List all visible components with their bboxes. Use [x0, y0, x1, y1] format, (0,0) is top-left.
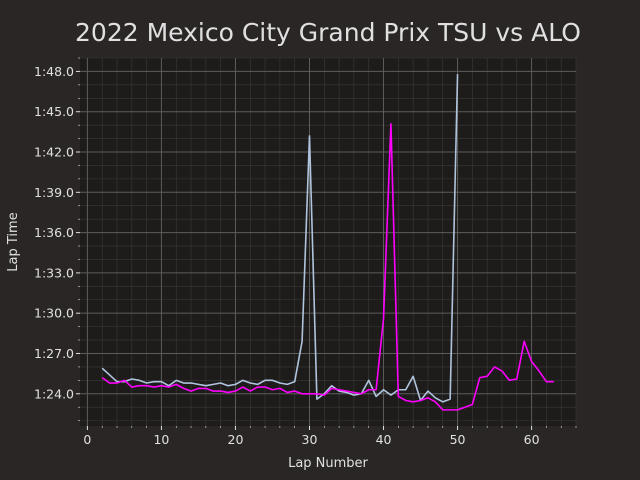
- minor-gridlines: [80, 57, 577, 426]
- x-tick-label: 60: [524, 432, 540, 447]
- x-tick-label: 40: [376, 432, 392, 447]
- y-tick-label: 1:42.0: [34, 145, 74, 160]
- x-tick-label: 30: [302, 432, 318, 447]
- x-tick-label: 50: [450, 432, 466, 447]
- x-axis-label: Lap Number: [288, 456, 368, 471]
- chart-title: 2022 Mexico City Grand Prix TSU vs ALO: [75, 18, 581, 47]
- plot-area: [80, 58, 576, 426]
- y-tick-label: 1:24.0: [34, 386, 74, 401]
- y-tick-label: 1:30.0: [34, 306, 74, 321]
- y-tick-label: 1:36.0: [34, 225, 74, 240]
- y-axis-label: Lap Time: [6, 212, 21, 271]
- x-tick-label: 0: [83, 432, 91, 447]
- series-layer: [101, 74, 554, 411]
- x-axis: 0 10 20 30 40 50 60: [83, 426, 577, 447]
- y-axis: 1:24.0 1:27.0 1:30.0 1:33.0 1:36.0 1:39.0 1:42…: [34, 57, 80, 421]
- y-tick-label: 1:39.0: [34, 185, 74, 200]
- x-tick-label: 20: [228, 432, 244, 447]
- series-line-2: [101, 123, 554, 411]
- y-tick-label: 1:27.0: [34, 346, 74, 361]
- y-tick-label: 1:48.0: [34, 64, 74, 79]
- major-gridlines: [80, 58, 576, 426]
- y-tick-label: 1:33.0: [34, 265, 74, 280]
- x-tick-label: 10: [153, 432, 169, 447]
- y-tick-label: 1:45.0: [34, 104, 74, 119]
